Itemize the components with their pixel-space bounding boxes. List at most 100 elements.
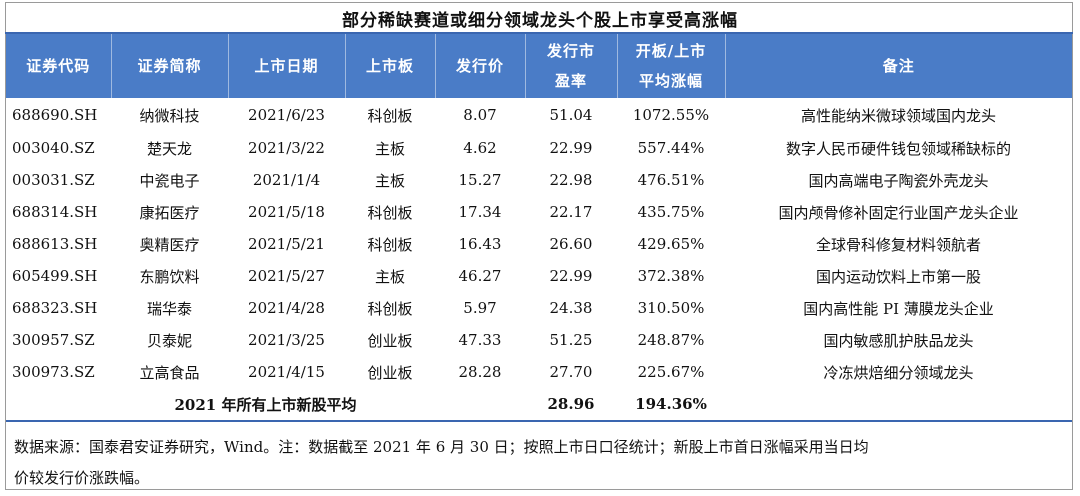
table-row: 688314.SH 康拓医疗 2021/5/18 科创板 17.34 22.17 435.7…: [6, 196, 1072, 228]
table-row: 300957.SZ 贝泰妮 2021/3/25 创业板 47.33 51.25 248.87…: [6, 324, 1072, 356]
average-row: 2021 年所有上市新股平均 28.96 194.36%: [6, 388, 1072, 422]
cell-gain: 225.67%: [637, 363, 705, 381]
cell-price: 47.33: [458, 331, 502, 349]
header-gain-line2: 平均涨幅: [638, 72, 703, 90]
header-board: 上市板: [345, 34, 436, 98]
cell-note: 国内颅骨修补固定行业国产龙头企业: [778, 203, 1019, 222]
cell-pe: 51.04: [549, 106, 593, 124]
table-body: 688690.SH 纳微科技 2021/6/23 科创板 8.07 51.04 1072.5…: [6, 98, 1072, 422]
header-pe: 发行市 盈率: [525, 34, 618, 98]
cell-note: 数字人民币硬件钱包领域稀缺标的: [785, 139, 1011, 158]
cell-gain: 476.51%: [637, 171, 705, 189]
cell-board: 主板: [374, 267, 405, 286]
cell-name: 瑞华泰: [146, 299, 192, 318]
cell-gain: 1072.55%: [632, 106, 710, 124]
cell-pe: 26.60: [549, 235, 593, 253]
cell-price: 28.28: [458, 363, 502, 381]
cell-date: 2021/1/4: [252, 171, 321, 189]
cell-code: 688690.SH: [12, 106, 98, 124]
cell-board: 创业板: [367, 363, 413, 382]
header-date: 上市日期: [228, 34, 346, 98]
title-divider: [5, 32, 1073, 34]
cell-pe: 27.70: [549, 363, 593, 381]
cell-board: 科创板: [367, 106, 413, 125]
table-row: 003040.SZ 楚天龙 2021/3/22 主板 4.62 22.99 557.44% 数…: [6, 132, 1072, 164]
average-note-empty: [725, 388, 1072, 422]
header-pe-line1: 发行市: [546, 42, 595, 60]
cell-code: 003040.SZ: [12, 139, 95, 157]
cell-gain: 248.87%: [637, 331, 705, 349]
cell-board: 创业板: [367, 331, 413, 350]
cell-price: 46.27: [458, 267, 502, 285]
table-row: 300973.SZ 立高食品 2021/4/15 创业板 28.28 27.70 225.6…: [6, 356, 1072, 388]
cell-code: 300957.SZ: [12, 331, 95, 349]
header-gain-line1: 开板/上市: [635, 42, 707, 60]
table-row: 605499.SH 东鹏饮料 2021/5/27 主板 46.27 22.99 372.38…: [6, 260, 1072, 292]
cell-date: 2021/5/27: [248, 267, 325, 285]
cell-date: 2021/4/15: [248, 363, 325, 381]
cell-pe: 22.99: [549, 267, 593, 285]
cell-board: 科创板: [367, 203, 413, 222]
cell-note: 冷冻烘焙细分领域龙头: [823, 363, 974, 382]
cell-name: 楚天龙: [146, 139, 192, 158]
cell-pe: 51.25: [549, 331, 593, 349]
header-name: 证券简称: [111, 34, 229, 98]
header-code: 证券代码: [6, 34, 112, 98]
cell-name: 康拓医疗: [139, 203, 200, 222]
cell-name: 纳微科技: [139, 106, 200, 125]
cell-date: 2021/6/23: [248, 106, 325, 124]
cell-board: 主板: [374, 139, 405, 158]
cell-name: 立高食品: [139, 363, 200, 382]
cell-code: 003031.SZ: [12, 171, 95, 189]
cell-code: 688323.SH: [12, 299, 98, 317]
cell-name: 中瓷电子: [139, 171, 200, 190]
cell-code: 688613.SH: [12, 235, 98, 253]
cell-note: 国内运动饮料上市第一股: [815, 267, 981, 286]
cell-note: 国内高性能 PI 薄膜龙头企业: [803, 299, 994, 318]
cell-name: 贝泰妮: [146, 331, 192, 350]
cell-gain: 310.50%: [637, 299, 705, 317]
header-pe-line2: 盈率: [554, 72, 587, 90]
cell-date: 2021/3/22: [248, 139, 325, 157]
header-gain: 开板/上市 平均涨幅: [617, 34, 726, 98]
header-row: 证券代码 证券简称 上市日期 上市板 发行价 发行市 盈率 开板/上市 平均涨幅…: [6, 34, 1072, 98]
cell-price: 8.07: [463, 106, 497, 124]
cell-note: 全球骨科修复材料领航者: [815, 235, 981, 254]
figure-frame: [5, 2, 1073, 490]
table-row: 688323.SH 瑞华泰 2021/4/28 科创板 5.97 24.38 310.50%…: [6, 292, 1072, 324]
cell-code: 300973.SZ: [12, 363, 95, 381]
header-price: 发行价: [435, 34, 526, 98]
cell-price: 15.27: [458, 171, 502, 189]
cell-price: 16.43: [458, 235, 502, 253]
table-row: 688613.SH 奥精医疗 2021/5/21 科创板 16.43 26.60 429.6…: [6, 228, 1072, 260]
cell-pe: 22.99: [549, 139, 593, 157]
source-note: 数据来源：国泰君安证券研究，Wind。注：数据截至 2021 年 6 月 30 …: [14, 432, 1064, 494]
cell-price: 17.34: [458, 203, 502, 221]
table-row: 003031.SZ 中瓷电子 2021/1/4 主板 15.27 22.98 476.51%…: [6, 164, 1072, 196]
cell-name: 东鹏饮料: [139, 267, 200, 286]
cell-note: 国内高端电子陶瓷外壳龙头: [808, 171, 989, 190]
cell-date: 2021/5/18: [248, 203, 325, 221]
cell-date: 2021/3/25: [248, 331, 325, 349]
source-note-line2: 价较发行价涨跌幅。: [14, 469, 150, 487]
cell-pe: 22.98: [549, 171, 593, 189]
ipo-table: 证券代码 证券简称 上市日期 上市板 发行价 发行市 盈率 开板/上市 平均涨幅…: [6, 34, 1072, 422]
table-title: 部分稀缺赛道或细分领域龙头个股上市享受高涨幅: [342, 11, 738, 31]
cell-pe: 22.17: [549, 203, 593, 221]
cell-date: 2021/5/21: [248, 235, 325, 253]
cell-code: 605499.SH: [12, 267, 98, 285]
cell-gain: 557.44%: [637, 139, 705, 157]
cell-note: 国内敏感肌护肤品龙头: [823, 331, 974, 350]
average-gain: 194.36%: [617, 388, 725, 422]
average-label: 2021 年所有上市新股平均: [6, 388, 525, 422]
cell-price: 4.62: [463, 139, 497, 157]
source-note-line1: 数据来源：国泰君安证券研究，Wind。注：数据截至 2021 年 6 月 30 …: [14, 438, 869, 456]
cell-board: 科创板: [367, 299, 413, 318]
cell-code: 688314.SH: [12, 203, 98, 221]
cell-gain: 429.65%: [637, 235, 705, 253]
cell-board: 主板: [374, 171, 405, 190]
header-note: 备注: [725, 34, 1072, 98]
cell-price: 5.97: [463, 299, 497, 317]
cell-name: 奥精医疗: [139, 235, 200, 254]
cell-note: 高性能纳米微球领域国内龙头: [800, 106, 996, 125]
